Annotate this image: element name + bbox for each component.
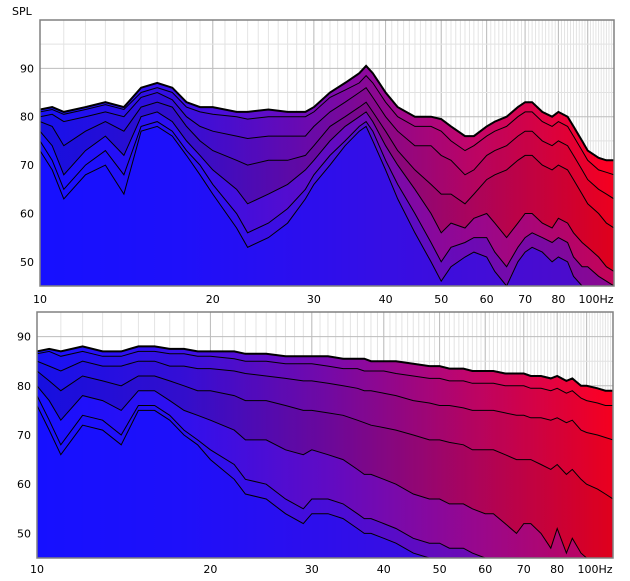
bottom-series-line [37, 360, 613, 441]
top-x-tick-label: 10 [33, 293, 47, 306]
top-x-tick-label: 60 [480, 293, 494, 306]
top-x-tick-label: 30 [307, 293, 321, 306]
bottom-x-tick-label: 80 [550, 563, 564, 576]
top-x-tick-label: 70 [518, 293, 532, 306]
bottom-y-tick-label: 50 [17, 527, 31, 540]
bottom-x-tick-label: 50 [433, 563, 447, 576]
top-layer-7 [40, 125, 589, 286]
bottom-x-tick-label: 60 [478, 563, 492, 576]
bottom-x-tick-label: 10 [30, 563, 44, 576]
top-y-tick-label: 50 [20, 256, 34, 269]
bottom-x-tick-label: 30 [305, 563, 319, 576]
top-y-axis-label: SPL [12, 5, 33, 18]
top-series-line [40, 64, 614, 162]
top-series-line [40, 87, 614, 200]
bottom-series-line [37, 395, 495, 558]
top-series-line [40, 120, 614, 286]
bottom-waterfall-chart: 50 60 70 80 90 10 20 30 40 50 60 70 80 100Hz [17, 311, 614, 576]
bottom-series-line [37, 385, 588, 558]
bottom-series-line [37, 345, 613, 392]
bottom-y-tick-label: 90 [17, 331, 31, 344]
top-plot-frame [39, 19, 615, 287]
bottom-layer-shade [37, 405, 440, 558]
bottom-series-line [37, 405, 441, 558]
top-series-line [40, 111, 614, 272]
top-y-tick-label: 80 [20, 111, 34, 124]
bottom-waterfall-layers [37, 345, 613, 558]
top-waterfall-layers [40, 64, 614, 286]
bottom-series-line [37, 350, 613, 406]
top-layer-shade [40, 126, 588, 286]
top-y-tick-label: 70 [20, 159, 34, 172]
top-x-tick-label: 80 [551, 293, 565, 306]
top-y-tick-label: 60 [20, 207, 34, 220]
top-y-tick-label: 90 [20, 62, 34, 75]
bottom-y-tick-label: 60 [17, 478, 31, 491]
top-series-line [40, 74, 614, 176]
bottom-layer-7 [37, 405, 441, 558]
bottom-x-tick-label: 20 [203, 563, 217, 576]
bottom-x-tick-label: 40 [377, 563, 391, 576]
bottom-x-tick-label: 70 [517, 563, 531, 576]
top-waterfall-chart: 50 60 70 80 90 10 20 30 40 50 60 70 80 100Hz SPL [12, 5, 615, 306]
top-series-line [40, 101, 614, 229]
top-x-tick-label: 40 [379, 293, 393, 306]
top-x-tick-label: 50 [434, 293, 448, 306]
bottom-y-tick-label: 70 [17, 429, 31, 442]
bottom-x-tick-label: 100Hz [577, 563, 612, 576]
bottom-series-line [37, 370, 613, 500]
bottom-y-tick-label: 80 [17, 380, 31, 393]
top-series-line [40, 125, 589, 286]
top-x-tick-label: 100Hz [578, 293, 613, 306]
bottom-plot-frame [36, 311, 614, 559]
top-x-tick-label: 20 [206, 293, 220, 306]
